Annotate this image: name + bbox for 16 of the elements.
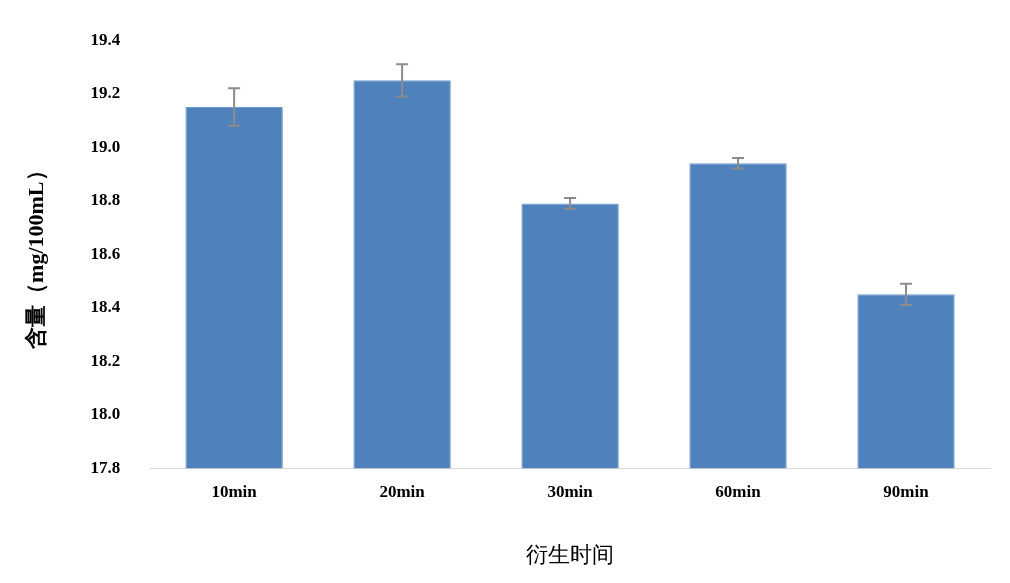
y-tick-label: 17.8 — [90, 457, 121, 477]
y-axis-title: 含量（mg/100mL） — [22, 159, 48, 350]
y-tick-label: 18.0 — [90, 404, 121, 424]
y-tick-label: 19.2 — [90, 83, 121, 103]
x-tick-label: 30min — [547, 481, 594, 501]
x-tick-label: 90min — [883, 481, 930, 501]
x-tick-label: 20min — [379, 481, 426, 501]
y-tick-label: 19.4 — [90, 29, 121, 49]
x-tick-label: 60min — [715, 481, 762, 501]
y-tick-label: 18.2 — [90, 350, 121, 370]
y-tick-label: 18.4 — [90, 297, 121, 317]
y-tick-label: 19.0 — [90, 136, 121, 156]
y-tick-label: 18.8 — [90, 190, 121, 210]
x-tick-label: 10min — [211, 481, 258, 501]
x-axis-title: 衍生时间 — [526, 541, 615, 567]
y-tick-label: 18.6 — [90, 243, 121, 263]
